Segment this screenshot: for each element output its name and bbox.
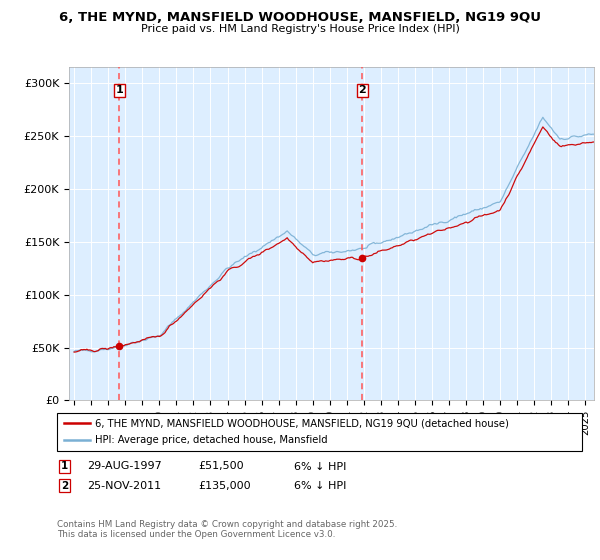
Text: 6% ↓ HPI: 6% ↓ HPI [294, 480, 346, 491]
Text: HPI: Average price, detached house, Mansfield: HPI: Average price, detached house, Mans… [95, 435, 328, 445]
Text: 6, THE MYND, MANSFIELD WOODHOUSE, MANSFIELD, NG19 9QU: 6, THE MYND, MANSFIELD WOODHOUSE, MANSFI… [59, 11, 541, 24]
Text: £135,000: £135,000 [198, 480, 251, 491]
Text: 1: 1 [116, 86, 124, 95]
Text: Price paid vs. HM Land Registry's House Price Index (HPI): Price paid vs. HM Land Registry's House … [140, 24, 460, 34]
Text: £51,500: £51,500 [198, 461, 244, 472]
Text: Contains HM Land Registry data © Crown copyright and database right 2025.
This d: Contains HM Land Registry data © Crown c… [57, 520, 397, 539]
Text: 1: 1 [61, 461, 68, 472]
Text: 6, THE MYND, MANSFIELD WOODHOUSE, MANSFIELD, NG19 9QU (detached house): 6, THE MYND, MANSFIELD WOODHOUSE, MANSFI… [95, 418, 509, 428]
Text: 2: 2 [61, 480, 68, 491]
Text: 2: 2 [358, 86, 366, 95]
Text: 25-NOV-2011: 25-NOV-2011 [87, 480, 161, 491]
Text: 29-AUG-1997: 29-AUG-1997 [87, 461, 162, 472]
Text: 6% ↓ HPI: 6% ↓ HPI [294, 461, 346, 472]
